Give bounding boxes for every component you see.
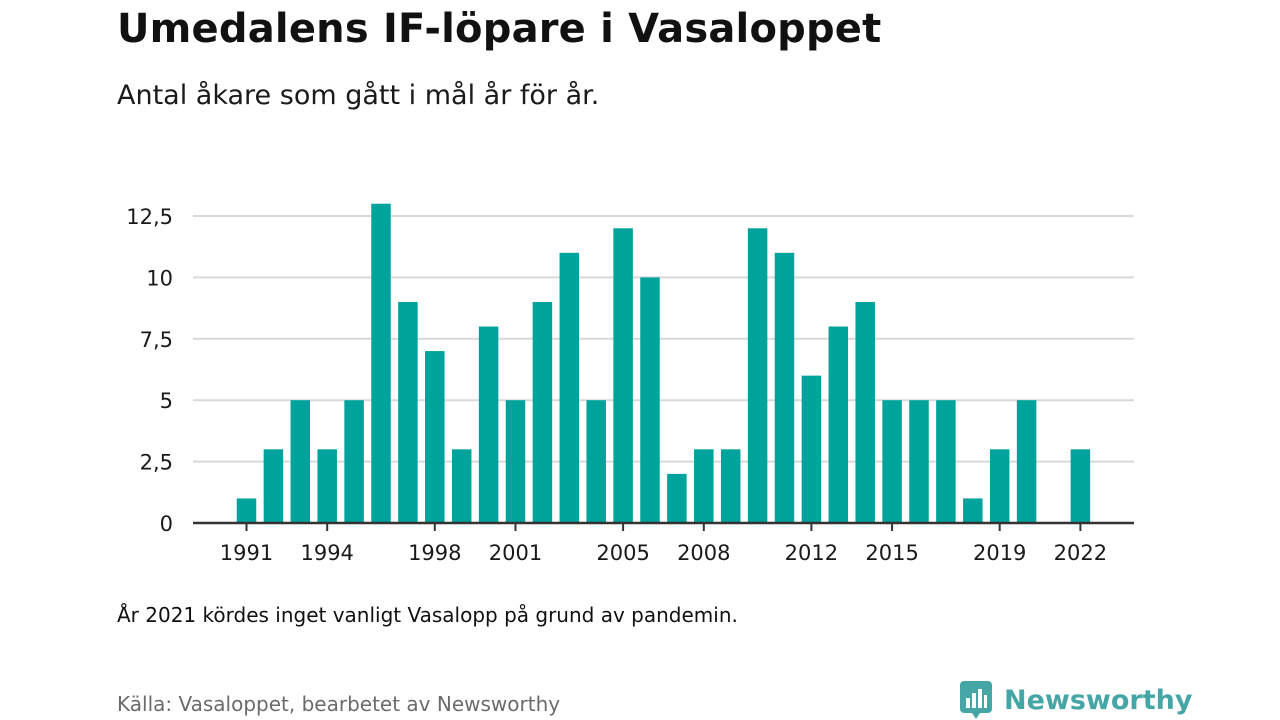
newsworthy-brand: Newsworthy (960, 681, 1192, 719)
x-tick-label: 2008 (677, 541, 730, 565)
newsworthy-logo-icon (960, 681, 992, 719)
x-tick-label: 2015 (865, 541, 918, 565)
bar-2017 (936, 400, 956, 523)
source-text: Källa: Vasaloppet, bearbetet av Newswort… (117, 692, 561, 716)
bar-2003 (559, 252, 580, 523)
bar-2012 (801, 375, 822, 523)
y-tick-label: 12,5 (126, 205, 173, 229)
bar-2004 (586, 400, 606, 523)
footnote: År 2021 kördes inget vanligt Vasalopp på… (117, 603, 738, 627)
x-tick-label: 2005 (596, 541, 649, 565)
bar-2001 (505, 400, 526, 523)
bar-2018 (963, 498, 983, 523)
y-tick-label: 7,5 (140, 328, 173, 352)
bar-1994 (317, 449, 337, 523)
chart-title: Umedalens IF-löpare i Vasaloppet (117, 6, 882, 52)
bar-2009 (720, 449, 741, 523)
x-tick-label: 1998 (408, 541, 461, 565)
bar-2014 (855, 301, 875, 523)
bar-1993 (290, 400, 311, 523)
chart-subtitle: Antal åkare som gått i mål år för år. (117, 80, 600, 111)
bar-1996 (371, 203, 391, 523)
bar-1991 (236, 498, 257, 523)
brand-name: Newsworthy (1004, 684, 1193, 716)
bar-2016 (909, 400, 929, 523)
bar-1998 (425, 351, 445, 523)
bar-2019 (989, 449, 1010, 523)
x-tick-label: 2022 (1054, 541, 1107, 565)
y-tick-label: 5 (160, 389, 173, 413)
bar-2008 (694, 449, 714, 523)
bar-2000 (478, 326, 499, 523)
x-tick-label: 2012 (785, 541, 838, 565)
y-tick-label: 0 (160, 512, 173, 536)
y-tick-label: 2,5 (140, 451, 173, 475)
x-tick-label: 2001 (489, 541, 542, 565)
y-tick-label: 10 (146, 266, 173, 290)
bar-2020 (1016, 400, 1037, 523)
bar-2013 (828, 326, 849, 523)
bar-2010 (747, 228, 768, 523)
bar-2006 (640, 277, 660, 523)
bar-1997 (398, 301, 418, 523)
bar-2022 (1070, 449, 1091, 523)
bar-2005 (613, 228, 633, 523)
bar-1992 (263, 449, 284, 523)
bar-2007 (667, 473, 687, 523)
bar-2015 (882, 400, 902, 523)
bar-1995 (344, 400, 364, 523)
x-tick-label: 1991 (220, 541, 273, 565)
bar-2002 (532, 301, 553, 523)
x-tick-label: 2019 (973, 541, 1026, 565)
bar-1999 (451, 449, 472, 523)
x-tick-label: 1994 (300, 541, 353, 565)
bar-2011 (774, 252, 795, 523)
